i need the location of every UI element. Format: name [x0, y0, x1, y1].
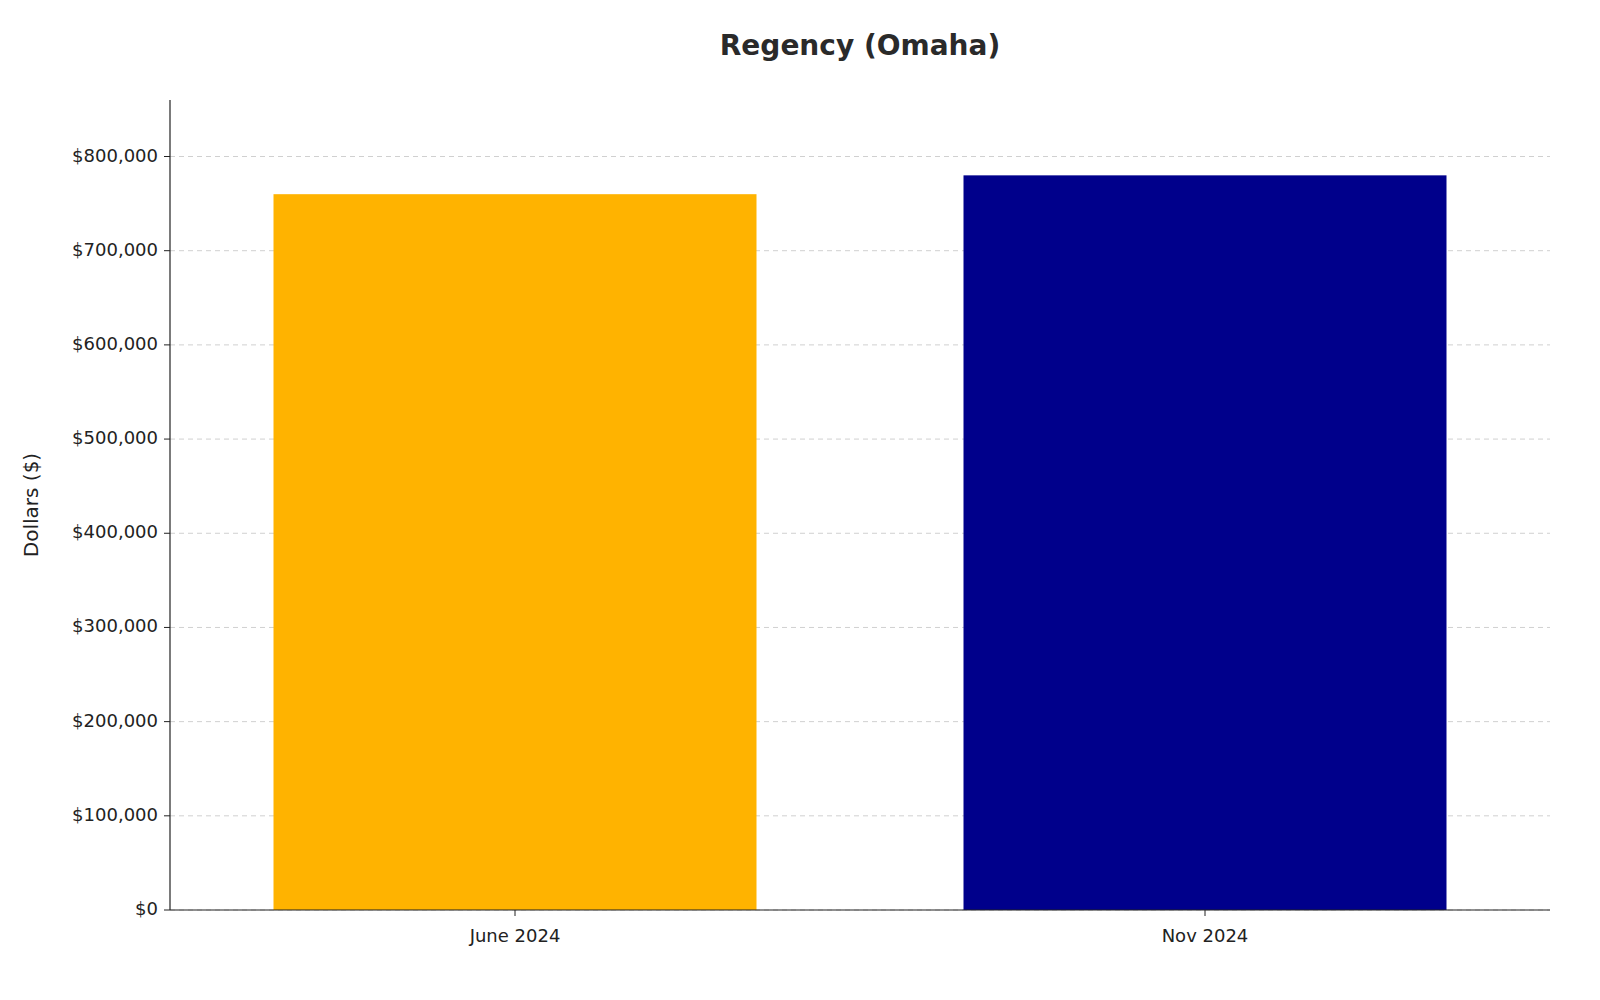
y-tick-label: $500,000 [72, 427, 158, 448]
y-tick [164, 910, 170, 911]
y-tick [164, 439, 170, 440]
y-tick [164, 721, 170, 722]
x-tick [1205, 910, 1206, 916]
grid [170, 157, 1550, 910]
y-tick [164, 627, 170, 628]
y-axis-label: Dollars ($) [19, 453, 43, 557]
y-tick [164, 815, 170, 816]
y-tick-label: $600,000 [72, 333, 158, 354]
chart-svg: Regency (Omaha) Dollars ($) $0 $100,000 $200… [0, 0, 1600, 1000]
y-tick-label: $0 [135, 898, 158, 919]
chart-container: Regency (Omaha) Dollars ($) $0 $100,000 $200… [0, 0, 1600, 1000]
y-tick-label: $800,000 [72, 145, 158, 166]
bar [964, 175, 1447, 910]
y-axis-line [169, 100, 170, 910]
y-tick [164, 533, 170, 534]
y-tick-label: $700,000 [72, 239, 158, 260]
x-tick-label: Nov 2024 [1162, 925, 1249, 946]
bars [274, 175, 1447, 910]
y-tick-label: $400,000 [72, 521, 158, 542]
x-tick-label: June 2024 [469, 925, 561, 946]
x-axis-line [170, 909, 1550, 910]
x-ticks: June 2024 Nov 2024 [469, 910, 1249, 946]
y-tick [164, 156, 170, 157]
grid-line [170, 910, 1550, 911]
x-tick [515, 910, 516, 916]
bar [274, 194, 757, 910]
y-tick [164, 250, 170, 251]
y-tick-label: $200,000 [72, 710, 158, 731]
y-tick [164, 344, 170, 345]
y-tick-label: $100,000 [72, 804, 158, 825]
y-ticks: $0 $100,000 $200,000 $300,000 $400,000 $500,0… [72, 145, 170, 919]
y-tick-label: $300,000 [72, 615, 158, 636]
grid-line [170, 156, 1550, 157]
title: Regency (Omaha) [720, 29, 1000, 62]
